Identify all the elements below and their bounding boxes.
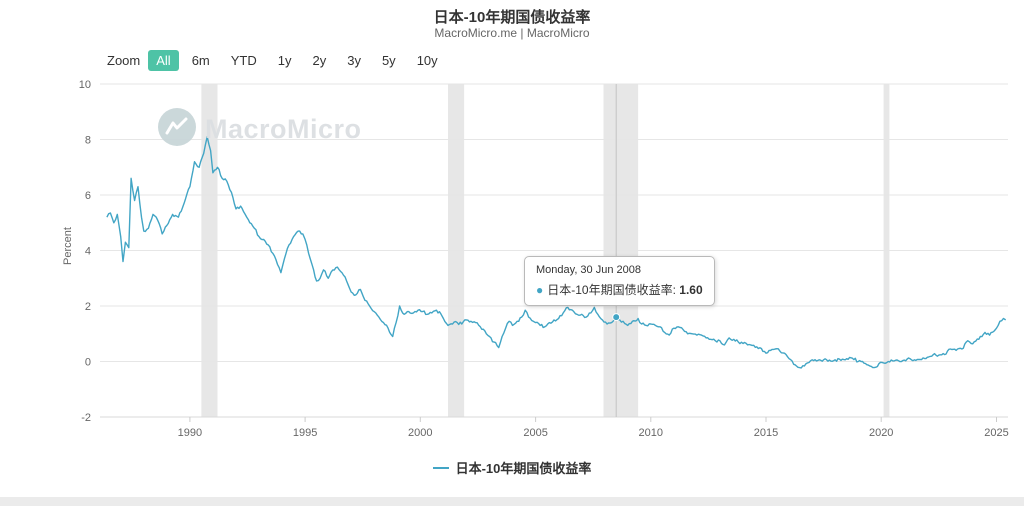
svg-text:-2: -2 — [81, 412, 91, 424]
footer-strip — [0, 497, 1024, 506]
range-button-2y[interactable]: 2y — [304, 50, 334, 71]
svg-text:6: 6 — [85, 190, 91, 202]
series-bullet-icon: ● — [536, 283, 544, 297]
chart-title: 日本-10年期国债收益率 — [433, 9, 591, 26]
legend-label: 日本-10年期国债收益率 — [455, 461, 592, 476]
tooltip-series-label: 日本-10年期国债收益率: — [547, 283, 676, 297]
range-button-ytd[interactable]: YTD — [223, 50, 265, 71]
chart-subtitle: MacroMicro.me | MacroMicro — [434, 26, 590, 40]
svg-text:1995: 1995 — [293, 427, 317, 439]
range-selector: Zoom All 6m YTD 1y 2y 3y 5y 10y — [107, 50, 446, 71]
range-button-1y[interactable]: 1y — [270, 50, 300, 71]
svg-text:1990: 1990 — [178, 427, 202, 439]
range-button-6m[interactable]: 6m — [184, 50, 218, 71]
y-axis-title: Percent — [62, 227, 74, 265]
x-axis: 1990 1995 2000 2005 2010 2015 2020 2025 — [100, 416, 1009, 439]
hover-marker — [612, 313, 621, 322]
svg-text:2000: 2000 — [408, 427, 432, 439]
svg-text:4: 4 — [85, 246, 91, 258]
svg-text:2010: 2010 — [639, 427, 663, 439]
tooltip-date: Monday, 30 Jun 2008 — [536, 264, 641, 276]
tooltip-value: 1.60 — [679, 283, 703, 297]
svg-text:0: 0 — [85, 357, 91, 369]
range-button-5y[interactable]: 5y — [374, 50, 404, 71]
legend-item[interactable]: 日本-10年期国债收益率 — [432, 458, 592, 477]
series-line — [106, 135, 1007, 369]
svg-text:2020: 2020 — [869, 427, 893, 439]
legend-line-icon — [432, 466, 449, 469]
legend: 日本-10年期国债收益率 — [0, 458, 1024, 477]
tooltip-series-row: ● 日本-10年期国债收益率: 1.60 — [536, 281, 703, 298]
range-button-10y[interactable]: 10y — [409, 50, 446, 71]
svg-text:2015: 2015 — [754, 427, 778, 439]
svg-text:2025: 2025 — [984, 427, 1008, 439]
svg-text:2005: 2005 — [523, 427, 547, 439]
svg-text:2: 2 — [85, 301, 91, 313]
zoom-label: Zoom — [107, 53, 141, 68]
svg-text:10: 10 — [79, 79, 91, 91]
range-button-3y[interactable]: 3y — [339, 50, 369, 71]
svg-text:8: 8 — [85, 135, 91, 147]
tooltip: Monday, 30 Jun 2008 ● 日本-10年期国债收益率: 1.60 — [524, 256, 715, 306]
y-axis: -2 0 2 4 6 8 10 — [79, 79, 91, 424]
range-button-all[interactable]: All — [148, 50, 179, 71]
